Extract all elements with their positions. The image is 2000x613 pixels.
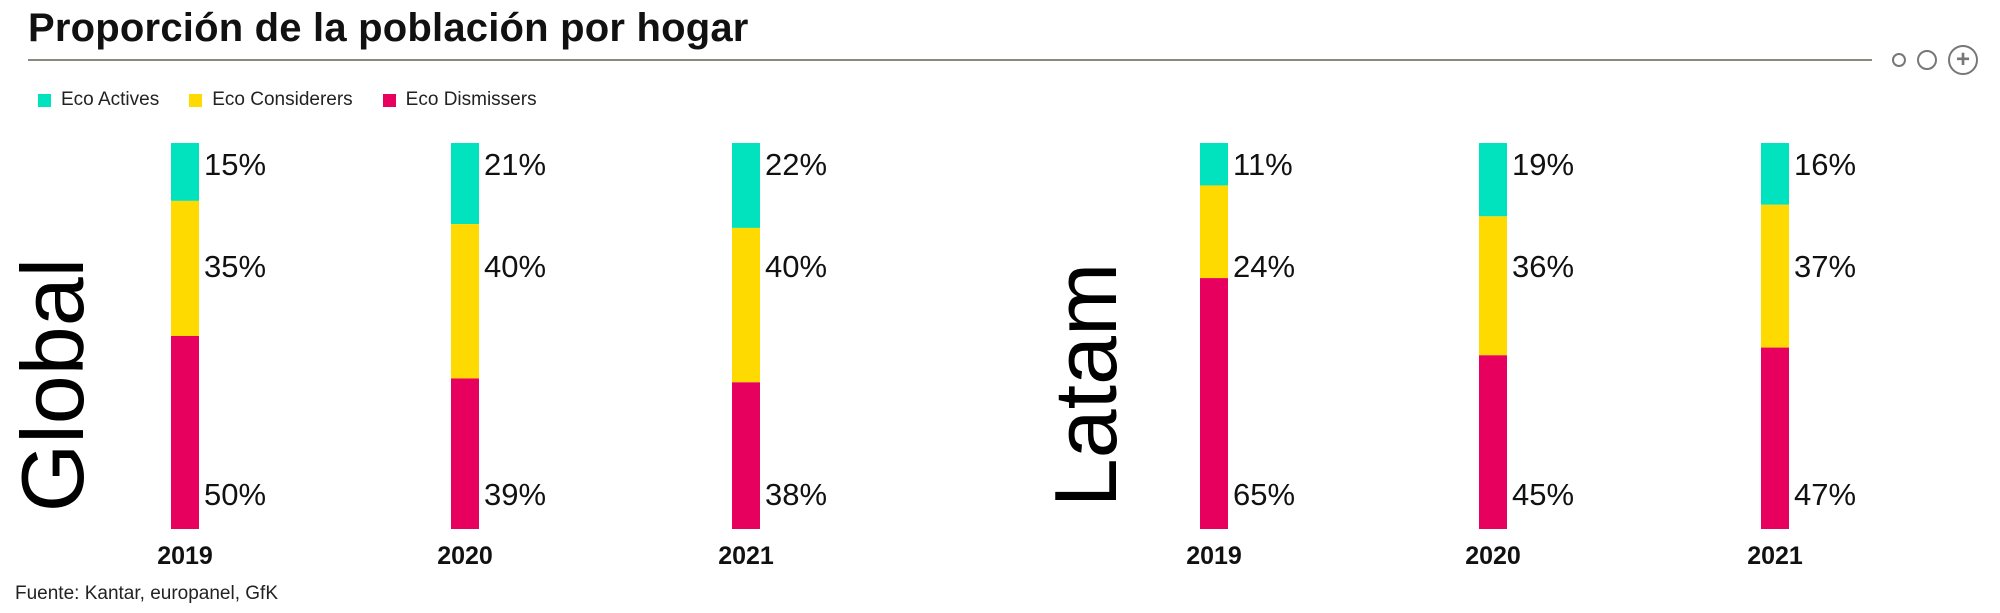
page-title: Proporción de la población por hogar [28,6,749,50]
bar-segment-eco-dismissers [732,382,760,529]
bar-segment-eco-actives [1200,143,1228,186]
title-divider [28,59,1872,61]
legend-label: Eco Dismissers [405,89,537,110]
bar-segment-eco-dismissers [1200,278,1228,529]
legend-swatch-eco-dismissers [382,93,396,107]
plus-circle-icon[interactable]: + [1948,45,1978,75]
data-label: 22% [765,147,827,182]
legend-item-eco-actives: Eco Actives [38,89,159,111]
circle-icon[interactable] [1917,50,1937,70]
data-label: 24% [1233,249,1295,284]
data-label: 39% [484,477,546,512]
x-tick-label: 2021 [718,542,774,570]
legend-item-eco-dismissers: Eco Dismissers [382,89,537,111]
legend-label: Eco Actives [61,89,160,110]
bar-segment-eco-considerers [451,224,479,379]
bar-segment-eco-dismissers [171,336,199,529]
bar-segment-eco-actives [451,143,479,225]
data-label: 16% [1794,147,1856,182]
data-label: 35% [204,249,266,284]
data-label: 65% [1233,477,1295,512]
legend-swatch-eco-considerers [189,93,203,107]
chart-legend: Eco Actives Eco Considerers Eco Dismisse… [38,88,567,112]
data-label: 50% [204,477,266,512]
bar-segment-eco-dismissers [1761,347,1789,529]
x-tick-label: 2021 [1747,542,1803,570]
x-tick-label: 2019 [1186,542,1242,570]
legend-swatch-eco-actives [38,93,51,107]
data-label: 19% [1512,147,1574,182]
data-label: 11% [1233,147,1293,182]
x-tick-label: 2020 [1465,542,1521,570]
bar-segment-eco-considerers [1200,185,1228,279]
group-label-latam: Latam [1036,263,1135,508]
bar-segment-eco-considerers [1479,216,1507,356]
data-label: 40% [484,249,546,284]
legend-item-eco-considerers: Eco Considerers [189,89,353,111]
bar-segment-eco-dismissers [451,378,479,529]
x-tick-label: 2019 [157,542,213,570]
window-controls: + [1884,44,1994,76]
data-label: 45% [1512,477,1574,512]
bar-segment-eco-actives [732,143,760,228]
data-label: 37% [1794,249,1856,284]
bar-segment-eco-actives [1479,143,1507,217]
data-label: 15% [204,147,266,182]
source-note: Fuente: Kantar, europanel, GfK [15,583,279,604]
bar-segment-eco-considerers [732,227,760,383]
data-label: 36% [1512,249,1574,284]
data-label: 40% [765,249,827,284]
bar-segment-eco-actives [1761,143,1789,205]
bar-segment-eco-actives [171,143,199,201]
bar-segment-eco-dismissers [1479,355,1507,529]
small-circle-icon[interactable] [1892,53,1906,67]
group-label-global: Global [3,258,102,512]
legend-label: Eco Considerers [212,89,353,110]
data-label: 38% [765,477,827,512]
bar-segment-eco-considerers [171,200,199,336]
data-label: 21% [484,147,546,182]
x-tick-label: 2020 [437,542,493,570]
bar-segment-eco-considerers [1761,204,1789,348]
data-label: 47% [1794,477,1856,512]
